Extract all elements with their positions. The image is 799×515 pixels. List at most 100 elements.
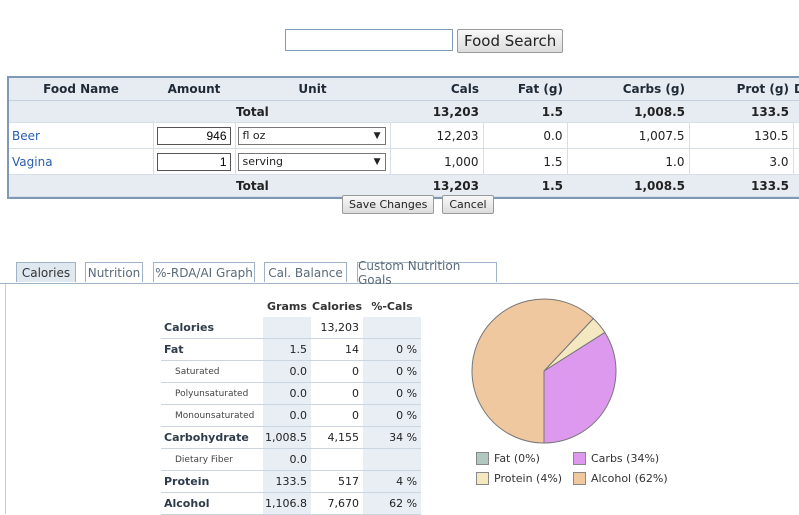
nutrient-pct: 0 % [363,382,422,405]
tab-nutrition[interactable]: Nutrition [85,262,143,282]
nutrient-calories: 7,670 [311,492,364,515]
cancel-button[interactable]: Cancel [442,195,494,214]
carbs-cell: 1.0 [567,148,690,175]
col-truncated: D [793,78,799,101]
food-table: Food Name Amount Unit Cals Fat (g) Carbs… [7,76,799,199]
nutrient-row: Polyunsaturated 0.0 0 0 % [161,382,422,405]
total-prot: 133.5 [689,174,793,197]
nutrient-calories [311,448,364,471]
save-changes-button[interactable]: Save Changes [342,195,435,214]
col-amount[interactable]: Amount [153,78,235,101]
col-grams: Grams [267,300,307,313]
carbs-cell: 1,007.5 [567,122,690,149]
col-food-name[interactable]: Food Name [9,78,153,101]
tab-rda-graph[interactable]: %-RDA/AI Graph [153,262,255,282]
nutrient-label: Alcohol [161,492,263,515]
legend-swatch [476,452,489,465]
total-cals: 13,203 [390,174,483,197]
tab-bar: Calories Nutrition %-RDA/AI Graph Cal. B… [0,259,799,287]
prot-cell: 130.5 [689,122,794,149]
food-link-beer[interactable]: Beer [9,122,154,149]
nutrient-grams: 0.0 [263,360,311,383]
amount-input[interactable] [156,126,231,145]
total-carbs: 1,008.5 [567,174,689,197]
nutrient-pct: 0 % [363,360,422,383]
total-row-top: Total 13,203 1.5 1,008.5 133.5 [9,100,799,123]
col-cals[interactable]: Cals [390,78,483,101]
nutrient-row: Calories 13,203 [161,317,422,339]
unit-value: serving [242,155,284,168]
nutrient-pct [363,448,422,471]
nutrient-label: Monounsaturated [161,404,263,427]
nutrient-pct: 62 % [363,492,422,515]
calories-panel: Grams Calories %-Cals Calories 13,203 Fat 1… [5,284,799,515]
nutrient-row: Monounsaturated 0.0 0 0 % [161,404,422,427]
food-row-beer: Beer fl oz ▼ 12,203 0.0 1,007.5 130.5 [9,122,799,149]
nutrient-grams: 1.5 [263,338,311,361]
nutrient-calories: 0 [311,382,364,405]
search-bar: Food Search [285,29,564,53]
nutrient-grams [263,317,311,339]
col-unit[interactable]: Unit [235,78,390,101]
nutrient-pct: 0 % [363,338,422,361]
nutrient-grams: 1,106.8 [263,492,311,515]
nutrient-calories: 517 [311,470,364,493]
legend-label: Alcohol (62%) [591,472,668,485]
legend-swatch [573,472,586,485]
nutrient-pct [363,317,422,339]
nutrient-label: Dietary Fiber [161,448,263,471]
col-prot[interactable]: Prot (g) [689,78,793,101]
food-search-button[interactable]: Food Search [457,29,564,53]
fat-cell: 1.5 [483,148,568,175]
col-pct-cals: %-Cals [371,300,413,313]
nutrient-label: Fat [161,338,263,361]
prot-cell: 3.0 [689,148,794,175]
legend-label: Protein (4%) [494,472,563,485]
legend-swatch [476,472,489,485]
unit-select[interactable]: serving ▼ [237,152,386,171]
unit-value: fl oz [242,129,266,142]
legend-protein: Protein (4%) [476,472,562,485]
tab-custom-goals[interactable]: Custom Nutrition Goals [357,259,497,287]
nutrient-label: Polyunsaturated [161,382,263,405]
amount-input[interactable] [156,152,231,171]
total-carbs: 1,008.5 [567,100,689,123]
nutrient-label: Calories [161,317,263,339]
nutrient-grams: 0.0 [263,382,311,405]
nutrient-grams: 1,008.5 [263,426,311,449]
total-cals: 13,203 [390,100,483,123]
legend-label: Carbs (34%) [591,452,660,465]
col-carbs[interactable]: Carbs (g) [567,78,689,101]
col-calories: Calories [312,300,363,313]
cals-cell: 12,203 [390,122,484,149]
tab-cal-balance[interactable]: Cal. Balance [264,262,347,282]
total-label: Total [235,174,390,197]
nutrient-calories: 13,203 [311,317,364,339]
nutrient-grams: 133.5 [263,470,311,493]
food-search-input[interactable] [285,29,453,51]
nutrient-calories: 0 [311,360,364,383]
legend-swatch [573,452,586,465]
nutrient-row: Dietary Fiber 0.0 [161,448,422,471]
unit-select[interactable]: fl oz ▼ [237,126,386,145]
nutrient-pct: 0 % [363,404,422,427]
food-link-vagina[interactable]: Vagina [9,148,154,175]
pie-slice-alcohol [471,298,594,444]
legend-alcohol: Alcohol (62%) [573,472,668,485]
total-row-bottom: Total 13,203 1.5 1,008.5 133.5 [9,174,799,197]
food-row-vagina: Vagina serving ▼ 1,000 1.5 1.0 3.0 [9,148,799,175]
nutrient-grams: 0.0 [263,448,311,471]
legend-fat: Fat (0%) [476,452,540,465]
col-fat[interactable]: Fat (g) [483,78,567,101]
nutrient-label: Saturated [161,360,263,383]
nutrient-calories: 0 [311,404,364,427]
total-label: Total [235,100,390,123]
total-fat: 1.5 [483,174,567,197]
total-fat: 1.5 [483,100,567,123]
total-prot: 133.5 [689,100,793,123]
tab-calories[interactable]: Calories [16,262,76,282]
nutrient-row: Protein 133.5 517 4 % [161,470,422,493]
calorie-pie-chart [471,298,617,444]
nutrient-calories: 14 [311,338,364,361]
chevron-down-icon: ▼ [373,130,381,141]
